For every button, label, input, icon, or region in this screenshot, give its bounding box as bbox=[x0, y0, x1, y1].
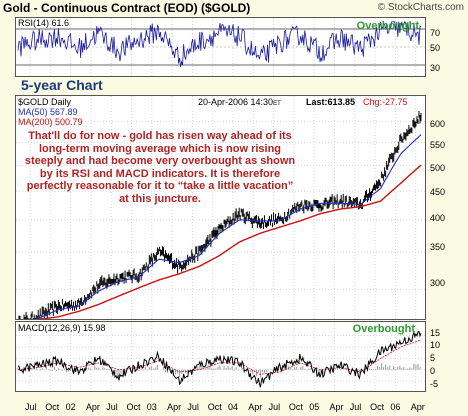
rsi-label: RSI(14) 61.6 bbox=[18, 18, 70, 28]
price-tick: 500 bbox=[430, 163, 446, 173]
macd-tick: 15 bbox=[430, 328, 441, 338]
price-tick: 400 bbox=[430, 213, 446, 223]
x-axis-tick-label: Jul bbox=[25, 402, 37, 412]
rsi-tick: 30 bbox=[430, 63, 441, 73]
macd-tick: 0 bbox=[430, 366, 436, 376]
x-axis-tick-label: Jul bbox=[187, 402, 199, 412]
change-value: Chg:-27.75 bbox=[363, 97, 408, 107]
x-axis-tick-label: Jul bbox=[106, 402, 118, 412]
rsi-panel: RSI(14) 61.6 Overbought bbox=[15, 17, 426, 77]
x-axis-tick-label: Apr bbox=[85, 402, 100, 412]
rsi-plot bbox=[16, 18, 425, 76]
rsi-overbought-label: Overbought bbox=[356, 20, 419, 32]
credit-text: © StockCharts.com bbox=[377, 2, 464, 13]
x-axis-tick-label: Oct bbox=[370, 402, 385, 412]
ma200-line bbox=[18, 164, 422, 322]
rsi-line bbox=[17, 20, 422, 67]
x-axis: Jul Oct 02 Apr Jul Oct 03 Apr Jul Oct 04 Apr Jul Oct 0… bbox=[15, 400, 426, 414]
annotation-text: That'll do for now - gold has risen way … bbox=[24, 130, 296, 205]
date-label: 20-Apr-2006 14:30ET bbox=[198, 97, 281, 107]
macd-tick: 10 bbox=[430, 340, 441, 350]
x-axis-tick-label: Oct bbox=[288, 402, 303, 412]
ma200-legend: MA(200) 500.79 bbox=[18, 117, 83, 127]
chart-title: Gold - Continuous Contract (EOD) ($GOLD) bbox=[3, 1, 251, 15]
price-tick: 550 bbox=[430, 140, 446, 150]
price-plot bbox=[16, 96, 425, 330]
ma50-line bbox=[17, 134, 422, 323]
x-axis-tick-label: Apr bbox=[167, 402, 182, 412]
macd-plot bbox=[16, 322, 425, 391]
rsi-tick: 70 bbox=[430, 28, 441, 38]
x-axis-tick-label: Jul bbox=[349, 402, 362, 412]
price-panel: $GOLD Daily MA(50) 567.89 MA(200) 500.79… bbox=[15, 95, 426, 330]
rsi-tick: 50 bbox=[430, 43, 441, 53]
last-price: Last:613.85 bbox=[306, 97, 356, 107]
macd-overbought-label: Overbought bbox=[352, 323, 415, 335]
x-axis-tick-label: Jul bbox=[268, 402, 281, 412]
price-tick: 300 bbox=[430, 278, 446, 288]
macd-tick: 5 bbox=[430, 353, 436, 363]
ma50-legend: MA(50) 567.89 bbox=[18, 107, 78, 117]
chart-period-label: 5-year Chart bbox=[21, 77, 103, 93]
macd-line bbox=[17, 330, 422, 388]
x-axis-tick-label: Apr bbox=[329, 402, 344, 412]
price-tick: 450 bbox=[430, 187, 446, 197]
macd-panel: MACD(12,26,9) 15.98 Overbought bbox=[15, 321, 426, 392]
x-axis-tick-label: 05 bbox=[309, 402, 320, 412]
price-tick: 350 bbox=[430, 242, 446, 252]
symbol-label: $GOLD Daily bbox=[18, 97, 72, 107]
x-axis-tick-label: 06 bbox=[390, 402, 401, 412]
x-axis-tick-label: Oct bbox=[126, 402, 141, 412]
x-axis-tick-label: Apr bbox=[410, 402, 425, 412]
x-axis-tick-label: Oct bbox=[45, 402, 60, 412]
macd-label: MACD(12,26,9) 15.98 bbox=[18, 323, 106, 333]
x-axis-tick-label: 04 bbox=[228, 402, 239, 412]
x-axis-tick-label: 02 bbox=[65, 402, 76, 412]
x-axis-tick-label: Oct bbox=[207, 402, 222, 412]
macd-tick: -5 bbox=[430, 379, 439, 389]
price-tick: 600 bbox=[430, 119, 446, 129]
x-axis-tick-label: 03 bbox=[146, 402, 157, 412]
x-axis-tick-label: Apr bbox=[248, 402, 263, 412]
